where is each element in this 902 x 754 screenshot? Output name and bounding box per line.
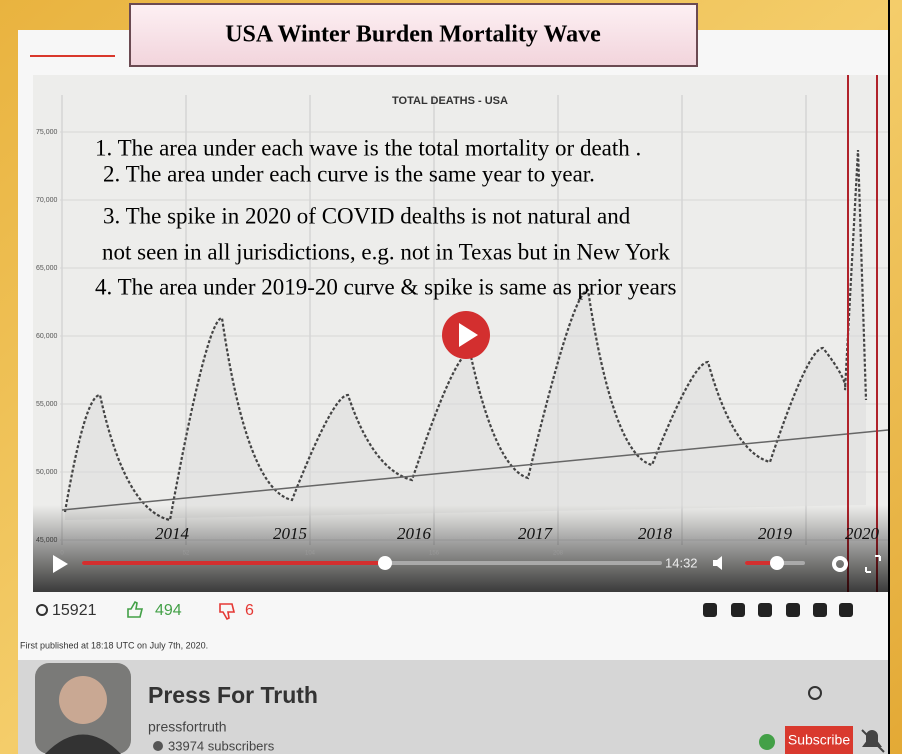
year-label: 2018 (638, 524, 673, 543)
annotation: 2. The area under each curve is the same… (103, 161, 595, 186)
year-label: 2015 (273, 524, 307, 543)
week-label: 104 (305, 551, 316, 557)
progress-thumb[interactable] (378, 556, 392, 570)
action-icon[interactable] (786, 603, 800, 617)
action-icon[interactable] (703, 603, 717, 617)
action-icon[interactable] (758, 603, 772, 617)
channel-name[interactable]: Press For Truth (148, 682, 318, 708)
published: First published at 18:18 UTC on July 7th… (20, 640, 208, 650)
page-title: USA Winter Burden Mortality Wave (225, 22, 601, 48)
action-icon[interactable] (813, 603, 827, 617)
donate-icon[interactable] (759, 734, 775, 750)
subscribers: 33974 subscribers (168, 738, 275, 753)
avatar-face (59, 676, 107, 724)
action-icon[interactable] (839, 603, 853, 617)
progress-played (82, 561, 385, 565)
year-label: 2020 (845, 524, 880, 543)
year-label: 2016 (397, 524, 432, 543)
annotation: 1. The area under each wave is the total… (95, 135, 641, 160)
subscribers-icon (153, 741, 163, 751)
y-label: 75,000 (36, 129, 58, 136)
dislikes: 6 (245, 602, 254, 619)
y-label: 55,000 (36, 401, 58, 408)
page: USA Winter Burden Mortality Wave TOTAL D… (0, 0, 902, 754)
time: 14:32 (665, 555, 698, 570)
week-label: 52 (183, 551, 190, 557)
controls-shade (33, 505, 890, 592)
y-label: 60,000 (36, 333, 58, 340)
y-label: 50,000 (36, 469, 58, 476)
annotation: not seen in all jurisdictions, e.g. not … (102, 239, 670, 264)
subscribe-label[interactable]: Subscribe (788, 732, 850, 748)
y-label: 70,000 (36, 197, 58, 204)
annotation: 3. The spike in 2020 of COVID dealths is… (103, 203, 631, 228)
action-icon[interactable] (731, 603, 745, 617)
volume-thumb[interactable] (770, 556, 784, 570)
likes: 494 (155, 602, 182, 619)
year-label: 2014 (155, 524, 190, 543)
year-label: 2019 (758, 524, 793, 543)
year-label: 2017 (518, 524, 554, 543)
annotation: 4. The area under 2019-20 curve & spike … (95, 274, 676, 299)
chart-title: TOTAL DEATHS - USA (392, 95, 508, 107)
screenshot: USA Winter Burden Mortality Wave TOTAL D… (0, 0, 902, 754)
week-label: 156 (429, 551, 440, 557)
channel-handle: pressfortruth (148, 719, 227, 735)
views: 15921 (52, 602, 97, 619)
y-label: 65,000 (36, 265, 58, 272)
week-label: 208 (553, 551, 564, 557)
